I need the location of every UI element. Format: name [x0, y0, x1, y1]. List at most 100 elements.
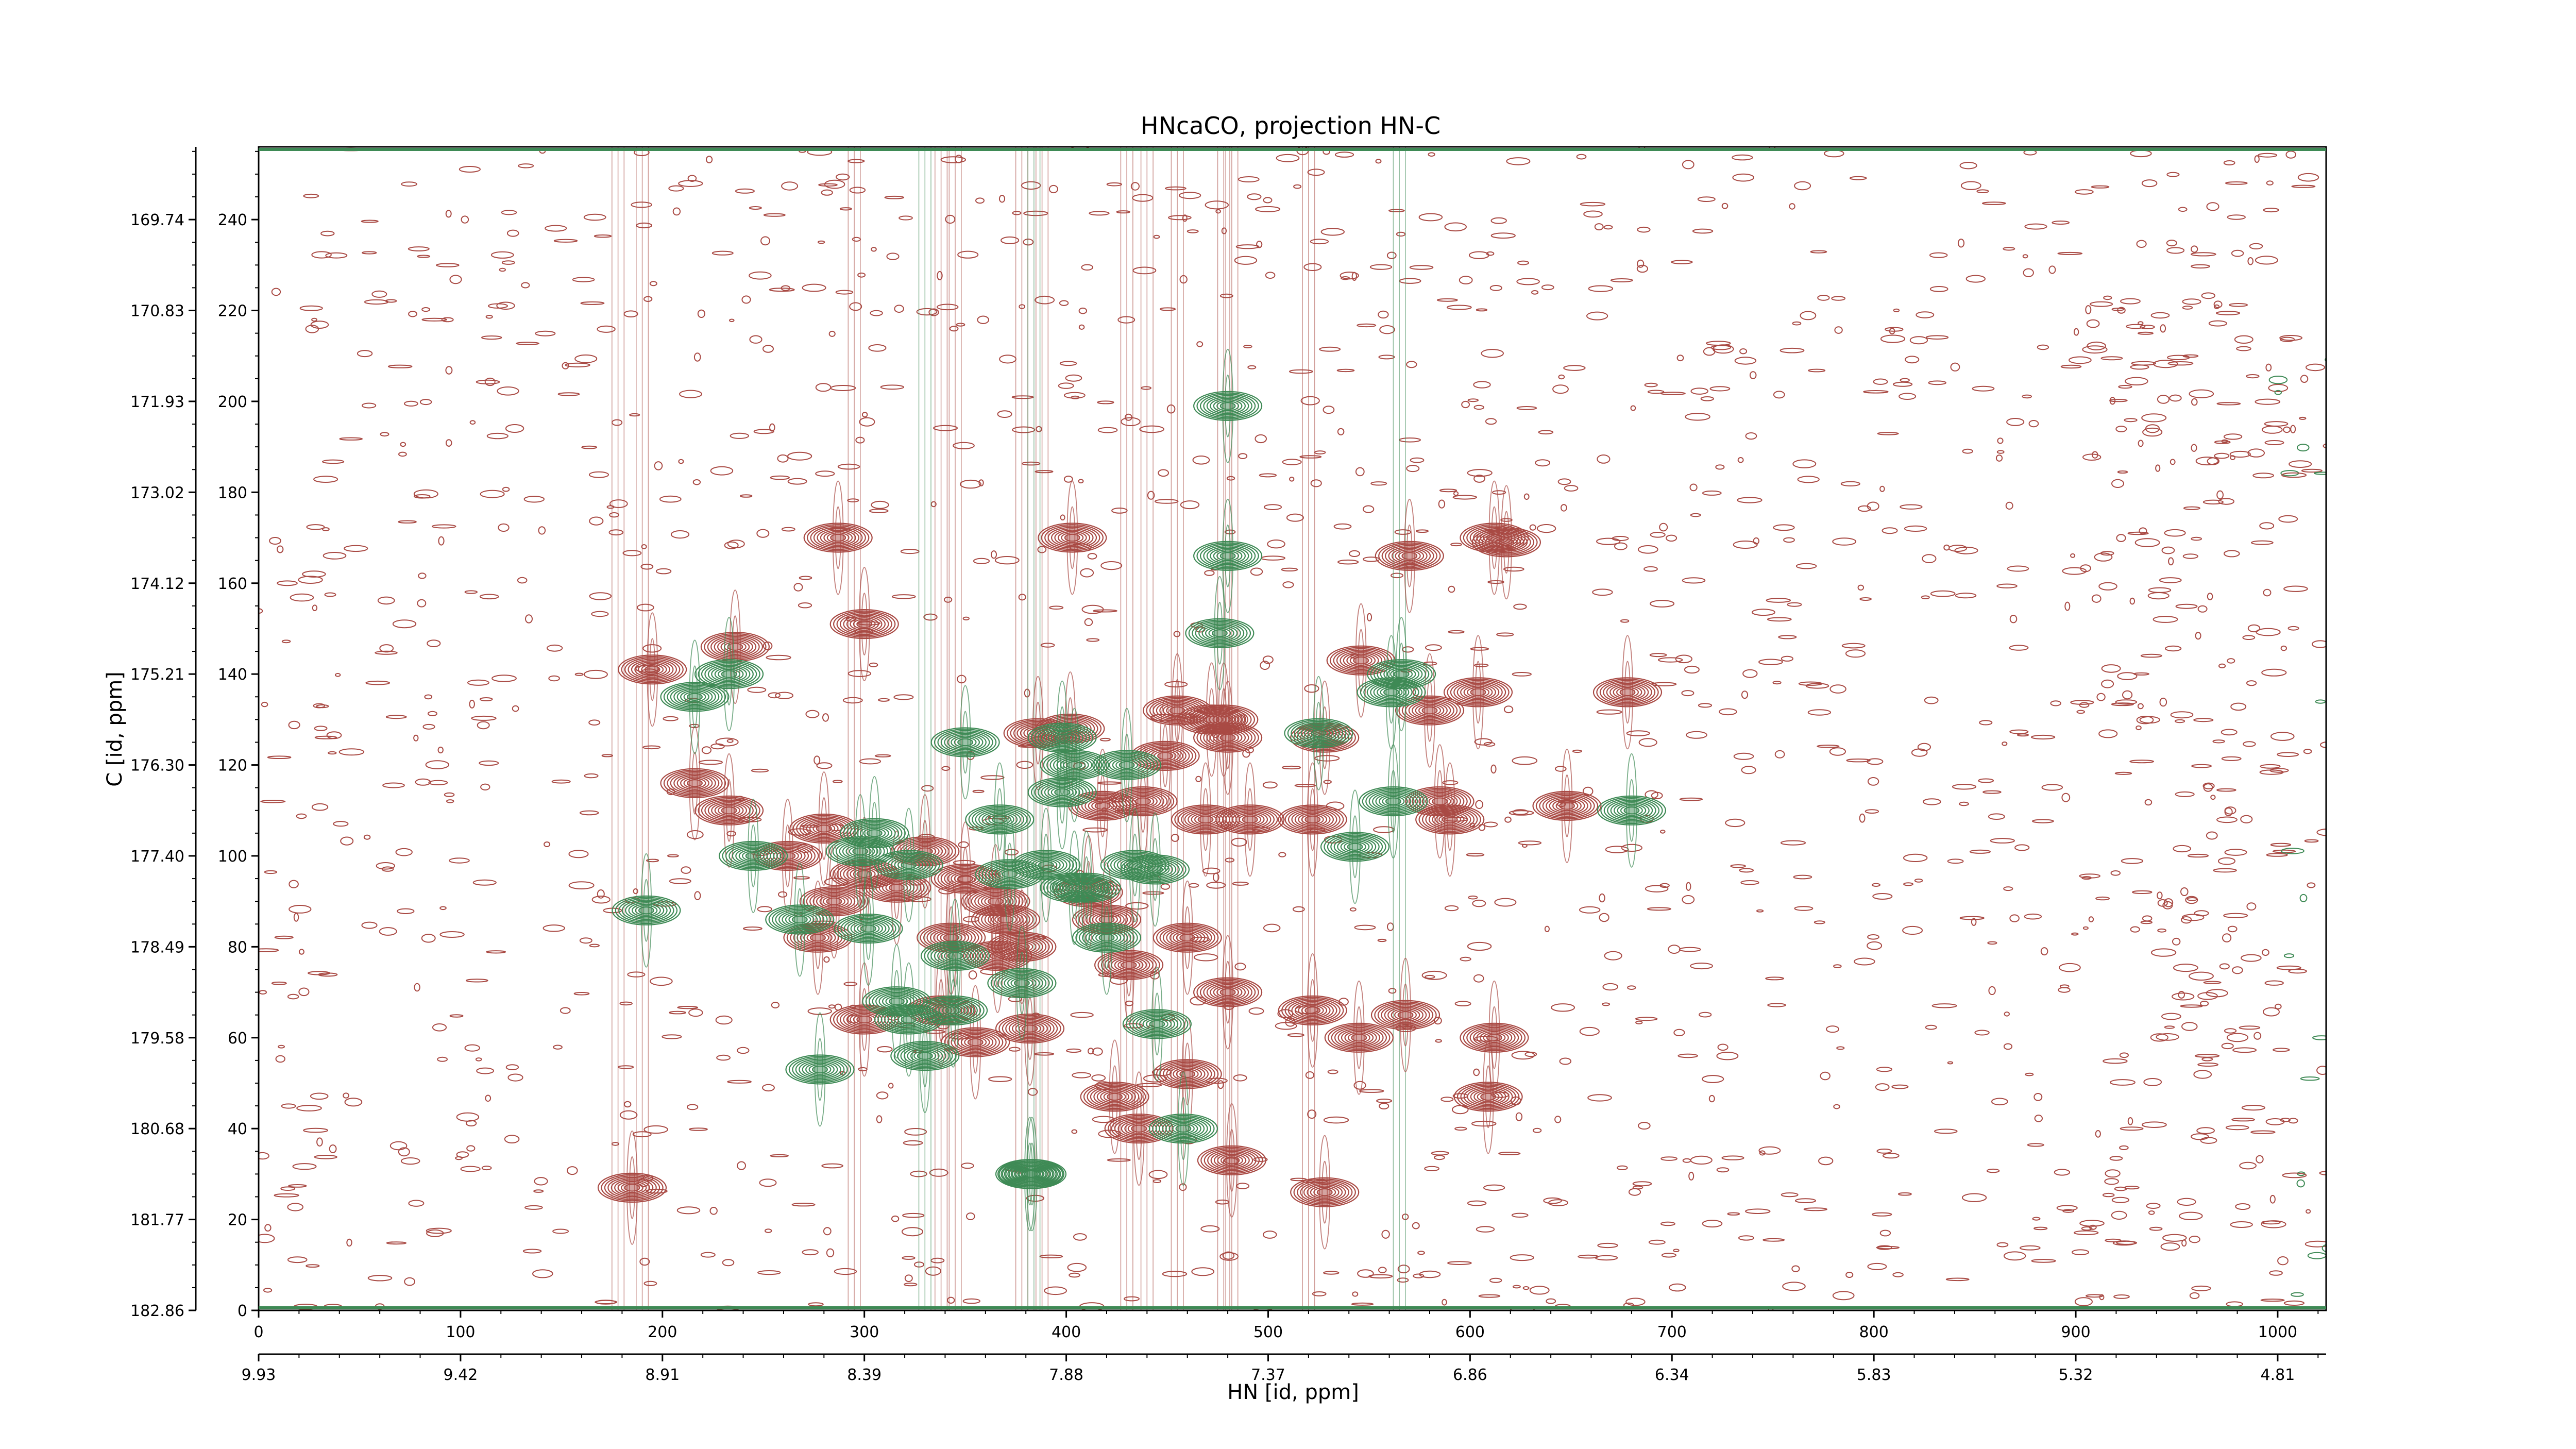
noise-contour: [765, 1228, 772, 1233]
noise-contour: [504, 1135, 520, 1144]
peak-contour-ring: [1100, 1090, 1130, 1104]
peak-contour-ring: [1199, 544, 1256, 568]
noise-contour: [762, 1084, 775, 1092]
noise-contour: [2074, 1297, 2093, 1306]
peak-red: [1215, 762, 1285, 877]
noise-contour: [1579, 1026, 1600, 1036]
noise-contour: [1375, 159, 1382, 164]
peak-contour-ring: [1219, 733, 1236, 742]
peak-tail: [1181, 880, 1193, 995]
x-axis-label: HN [id, ppm]: [1227, 1380, 1359, 1404]
noise-contour: [619, 1001, 633, 1006]
peak-contour-ring: [1093, 1087, 1136, 1106]
peak-contour-ring: [1166, 928, 1209, 948]
peak-contour-ring: [1228, 810, 1272, 829]
peak-tail: [1214, 576, 1226, 690]
peak-contour-ring: [1213, 1152, 1250, 1169]
noise-contour: [2092, 451, 2098, 459]
noise-contour: [2206, 831, 2218, 840]
peak-contour-ring: [1375, 793, 1412, 810]
peak-contour-ring: [1307, 1184, 1343, 1201]
noise-contour: [2115, 426, 2127, 432]
noise-contour: [1511, 1212, 1529, 1218]
noise-contour: [1340, 272, 1359, 280]
noise-contour: [1916, 311, 1935, 318]
noise-contour: [379, 927, 397, 936]
noise-contour: [2281, 848, 2304, 854]
noise-contour: [1418, 213, 1443, 222]
peak-contour-ring: [1408, 787, 1471, 815]
noise-contour: [2062, 567, 2087, 575]
peak-contour-ring: [1340, 651, 1383, 670]
noise-contour: [1563, 365, 1586, 371]
noise-contour: [1928, 380, 1946, 385]
noise-contour: [1572, 749, 1582, 753]
noise-contour: [395, 848, 413, 856]
noise-contour: [1871, 883, 1880, 887]
peak-green: [1193, 348, 1263, 463]
noise-contour: [1647, 907, 1671, 911]
noise-contour: [2197, 1063, 2219, 1067]
noise-contour: [408, 246, 430, 251]
peak-contour-ring: [1204, 1148, 1260, 1173]
noise-contour: [1327, 1069, 1338, 1074]
peak-green: [995, 1117, 1065, 1232]
noise-contour: [1602, 983, 1618, 991]
noise-contour: [1759, 1150, 1766, 1156]
noise-contour: [1416, 529, 1429, 533]
noise-contour: [1960, 181, 1981, 190]
noise-contour: [2086, 319, 2100, 328]
noise-contour: [584, 773, 599, 779]
peak-tail: [1225, 706, 1231, 769]
noise-contour: [832, 780, 843, 783]
noise-contour: [1637, 226, 1651, 233]
peak-contour-ring: [840, 916, 896, 941]
noise-contour: [505, 1064, 519, 1071]
peak-contour-ring: [1294, 722, 1344, 744]
noise-contour: [1524, 1051, 1537, 1057]
peak-contour-ring: [1347, 843, 1363, 851]
noise-contour: [2231, 249, 2244, 257]
peak-tail: [649, 638, 656, 701]
peak-contour-ring: [1041, 728, 1084, 747]
noise-contour: [1650, 600, 1675, 608]
noise-contour: [449, 1014, 464, 1018]
peak-contour-ring: [1395, 549, 1425, 563]
noise-contour: [904, 1128, 927, 1136]
noise-contour: [2031, 734, 2056, 740]
noise-contour: [807, 1007, 832, 1015]
peak-red: [1326, 603, 1396, 718]
peak-contour-ring: [1477, 1091, 1500, 1102]
noise-contour: [583, 669, 608, 679]
peak-contour-ring: [1063, 760, 1086, 770]
peak-contour-ring: [1028, 856, 1064, 873]
peak-contour-ring: [930, 727, 1000, 757]
noise-contour: [871, 500, 889, 509]
noise-contour: [1294, 784, 1316, 787]
noise-contour: [1773, 391, 1785, 399]
noise-contour: [1734, 357, 1757, 365]
peak-contour-ring: [884, 854, 934, 876]
noise-contour: [475, 1057, 482, 1062]
noise-contour: [2019, 1245, 2041, 1251]
noise-contour: [619, 1110, 638, 1120]
peak-contour-ring: [1126, 1010, 1189, 1038]
noise-contour: [1891, 1084, 1909, 1089]
noise-contour: [2175, 791, 2195, 797]
noise-contour: [2255, 398, 2281, 405]
noise-contour: [310, 1092, 329, 1100]
noise-contour: [417, 599, 427, 608]
noise-contour: [2124, 418, 2138, 423]
noise-contour: [1511, 1051, 1535, 1060]
noise-contour: [311, 251, 332, 259]
noise-contour: [1751, 609, 1775, 616]
noise-contour: [1517, 260, 1529, 265]
peak-contour-ring: [1412, 702, 1448, 719]
noise-contour: [1782, 1282, 1806, 1291]
noise-contour: [421, 317, 447, 322]
peak-contour-ring: [1476, 529, 1513, 546]
noise-contour: [1485, 418, 1497, 425]
noise-contour: [1472, 899, 1486, 907]
noise-contour: [1996, 1242, 2009, 1248]
noise-contour: [2285, 150, 2297, 159]
